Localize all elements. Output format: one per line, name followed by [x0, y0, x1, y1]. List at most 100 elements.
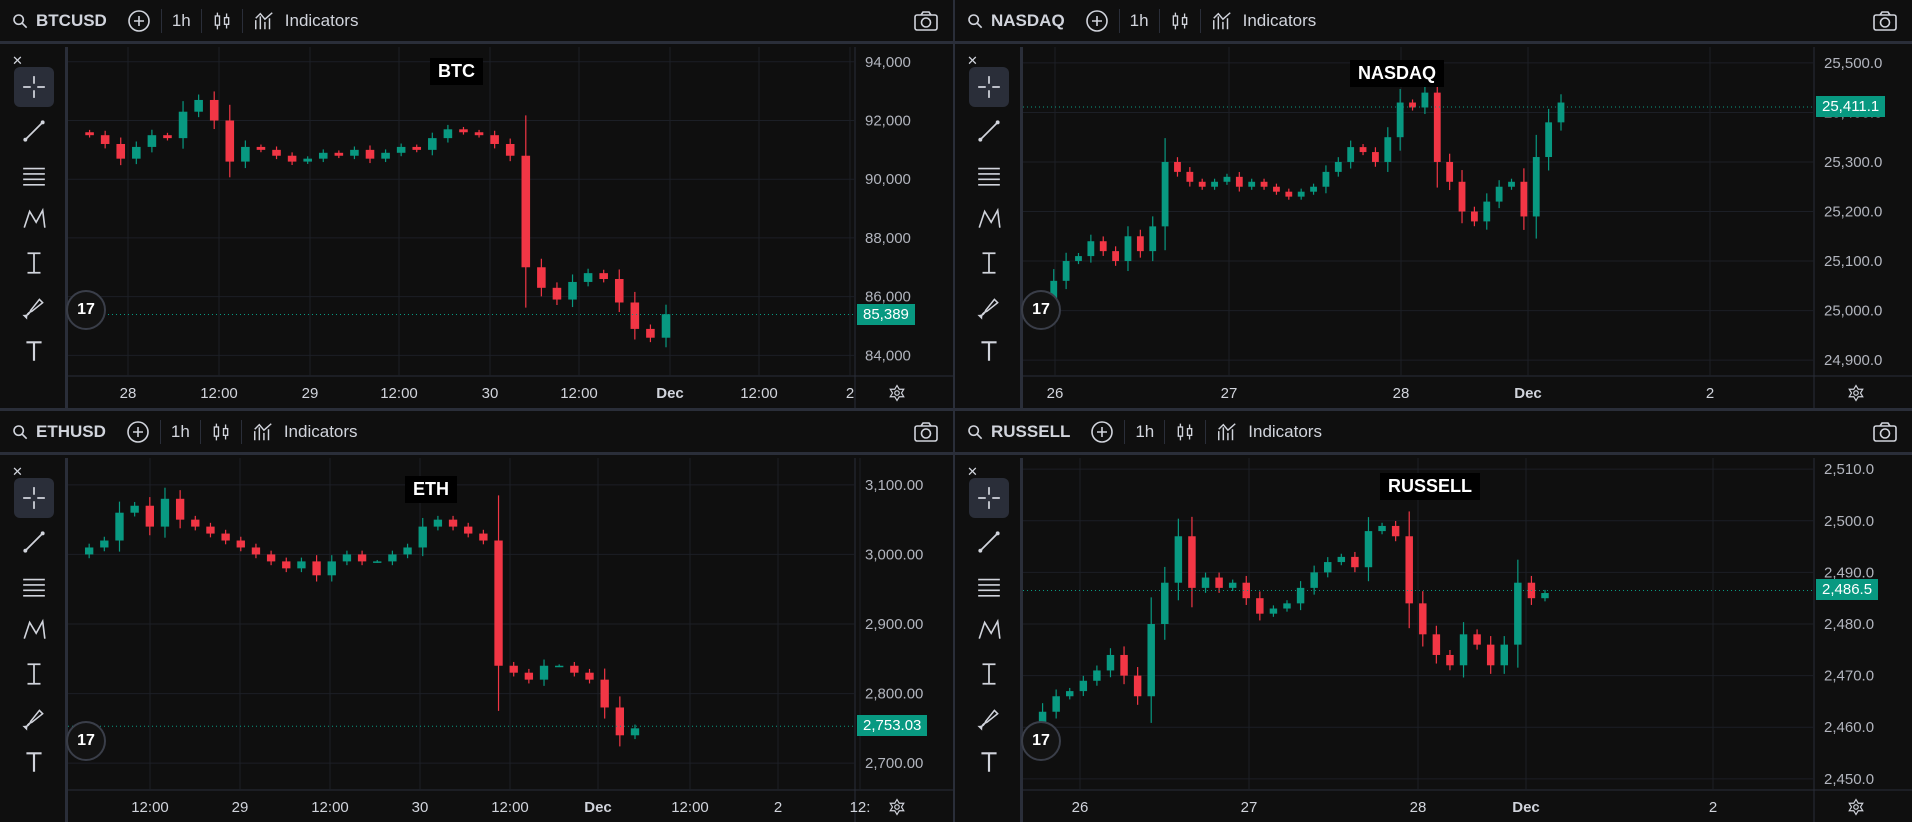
candle-body [1161, 161, 1169, 227]
interval-button[interactable]: 1h [171, 10, 191, 30]
price-chart[interactable]: 2,510.0 2,500.0 2,490.0 2,480.0 2,470.0 2,460… [1023, 458, 1912, 822]
x-tick-label: 29 [302, 385, 319, 402]
text-tool-button[interactable] [14, 742, 54, 782]
y-tick-label: 3,100.00 [865, 477, 923, 494]
candle-body [1062, 261, 1070, 281]
settings-gear-icon[interactable] [888, 798, 906, 821]
toolbar-divider [1118, 8, 1120, 33]
indicators-button[interactable]: Indicators [1206, 411, 1332, 454]
fib-tool-button[interactable] [14, 566, 54, 606]
interval-button[interactable]: 1h [170, 421, 190, 441]
chart-topbar: BTCUSD 1h Indicators [0, 0, 953, 44]
candle-body [490, 135, 499, 144]
candle-body [1409, 102, 1416, 108]
trend-line-tool-button[interactable] [969, 522, 1009, 562]
chart-title: BTC [430, 58, 483, 85]
close-icon[interactable]: ✕ [967, 464, 978, 479]
crosshair-tool-button[interactable] [969, 67, 1009, 107]
trend-line-icon [978, 120, 1000, 142]
candle-body [614, 279, 624, 303]
interval-button[interactable]: 1h [1129, 10, 1149, 30]
brush-tool-button[interactable] [14, 287, 54, 327]
crosshair-tool-button[interactable] [969, 478, 1009, 518]
pattern-tool-button[interactable] [14, 199, 54, 239]
candle-body [132, 146, 141, 159]
fib-tool-button[interactable] [969, 155, 1009, 195]
candle-body [585, 672, 594, 680]
measure-tool-button[interactable] [969, 243, 1009, 283]
snapshot-button[interactable] [903, 0, 953, 43]
chart-type-button[interactable] [1165, 411, 1205, 454]
text-tool-button[interactable] [969, 331, 1009, 371]
indicators-button[interactable]: Indicators [1201, 0, 1327, 43]
fib-tool-button[interactable] [969, 566, 1009, 606]
snapshot-button[interactable] [903, 411, 953, 454]
tradingview-logo-icon[interactable]: 17 [66, 721, 106, 761]
tradingview-logo-icon[interactable]: 17 [1021, 290, 1061, 330]
symbol-label: ETHUSD [36, 421, 106, 441]
close-icon[interactable]: ✕ [12, 53, 23, 68]
brush-tool-button[interactable] [14, 698, 54, 738]
x-tick-label: Dec [584, 799, 612, 816]
indicators-label: Indicators [283, 421, 358, 441]
pattern-tool-button[interactable] [969, 610, 1009, 650]
pattern-tool-button[interactable] [14, 610, 54, 650]
candle-body [600, 679, 609, 708]
candle-body [318, 152, 328, 159]
chart-type-button[interactable] [201, 411, 241, 454]
trend-line-tool-button[interactable] [14, 111, 54, 151]
indicators-button[interactable]: Indicators [242, 411, 368, 454]
compare-add-button[interactable] [1080, 411, 1124, 454]
crosshair-tool-button[interactable] [14, 478, 54, 518]
text-tool-button[interactable] [14, 331, 54, 371]
candle-body [479, 533, 488, 541]
y-tick-label: 90,000 [865, 171, 911, 188]
drawing-toolbar: ✕ [0, 47, 68, 408]
tradingview-logo-icon[interactable]: 17 [66, 290, 106, 330]
y-tick-label: 25,500.0 [1824, 55, 1882, 72]
compare-add-button[interactable] [1075, 0, 1119, 43]
crosshair-tool-button[interactable] [14, 67, 54, 107]
snapshot-button[interactable] [1862, 411, 1912, 454]
trend-line-tool-button[interactable] [14, 522, 54, 562]
tradingview-logo-icon[interactable]: 17 [1021, 721, 1061, 761]
brush-tool-button[interactable] [969, 698, 1009, 738]
trend-line-tool-button[interactable] [969, 111, 1009, 151]
pattern-tool-button[interactable] [969, 199, 1009, 239]
price-chart[interactable]: 25,500.025,400.025,300.025,200.025,100.0… [1023, 47, 1912, 408]
price-chart[interactable]: 94,000 92,000 90,000 88,000 86,000 84,000 28 12… [68, 47, 953, 408]
symbol-label: RUSSELL [991, 421, 1071, 441]
settings-gear-icon[interactable] [888, 384, 906, 407]
measure-tool-button[interactable] [14, 243, 54, 283]
measure-tool-button[interactable] [969, 654, 1009, 694]
chart-type-button[interactable] [1160, 0, 1200, 43]
x-tick-label: 28 [1393, 385, 1410, 402]
settings-gear-icon[interactable] [1847, 798, 1865, 821]
chart-type-button[interactable] [202, 0, 242, 43]
candle-body [251, 547, 261, 555]
symbol-search-button[interactable]: NASDAQ [955, 0, 1075, 43]
compare-add-button[interactable] [116, 411, 160, 454]
fib-tool-button[interactable] [14, 155, 54, 195]
interval-button[interactable]: 1h [1135, 421, 1155, 441]
candle-body [365, 149, 375, 159]
symbol-search-button[interactable]: RUSSELL [955, 411, 1080, 454]
measure-tool-button[interactable] [14, 654, 54, 694]
brush-icon [977, 298, 999, 320]
brush-tool-button[interactable] [969, 287, 1009, 327]
search-icon [13, 13, 28, 28]
candle-body [537, 267, 546, 288]
settings-gear-icon[interactable] [1847, 384, 1865, 407]
candle-body [1112, 251, 1120, 262]
close-icon[interactable]: ✕ [12, 464, 23, 479]
text-tool-button[interactable] [969, 742, 1009, 782]
symbol-search-button[interactable]: ETHUSD [0, 411, 116, 454]
candle-body [615, 707, 625, 736]
indicators-button[interactable]: Indicators [243, 0, 369, 43]
snapshot-button[interactable] [1862, 0, 1912, 43]
compare-add-button[interactable] [117, 0, 161, 43]
x-tick-label: 2 [774, 799, 782, 816]
price-chart[interactable]: 3,100.00 3,000.00 2,900.00 2,800.00 2,700.00… [68, 458, 953, 822]
symbol-search-button[interactable]: BTCUSD [0, 0, 117, 43]
close-icon[interactable]: ✕ [967, 53, 978, 68]
